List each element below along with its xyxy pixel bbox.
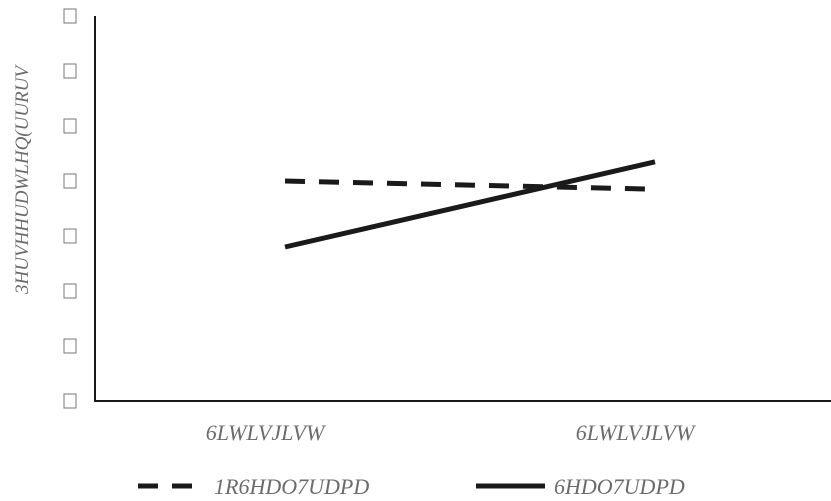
legend: 1R6HDO7UDPD 6HDO7UDPD [138, 474, 685, 499]
y-tick-label [63, 338, 77, 354]
y-tick-label [63, 228, 77, 244]
x-category-label: 6LWLVJLVW [206, 420, 326, 445]
series-line-1 [284, 159, 656, 250]
series-line-0 [284, 178, 656, 192]
y-tick-label [63, 173, 77, 189]
legend-label-0: 1R6HDO7UDPD [214, 474, 369, 499]
series-layer [284, 159, 656, 250]
y-tick-label [63, 63, 77, 79]
y-axis-ticks [63, 8, 77, 409]
y-tick-label [63, 118, 77, 134]
y-axis-label: 3HUVHHUDWLHQ(UURUV [12, 64, 33, 295]
x-category-label: 6LWLVJLVW [576, 420, 696, 445]
legend-label-1: 6HDO7UDPD [554, 474, 685, 499]
x-axis-category-labels: 6LWLVJLVW 6LWLVJLVW [206, 420, 696, 445]
y-tick-label [63, 283, 77, 299]
y-tick-label [63, 393, 77, 409]
y-tick-label [63, 8, 77, 24]
